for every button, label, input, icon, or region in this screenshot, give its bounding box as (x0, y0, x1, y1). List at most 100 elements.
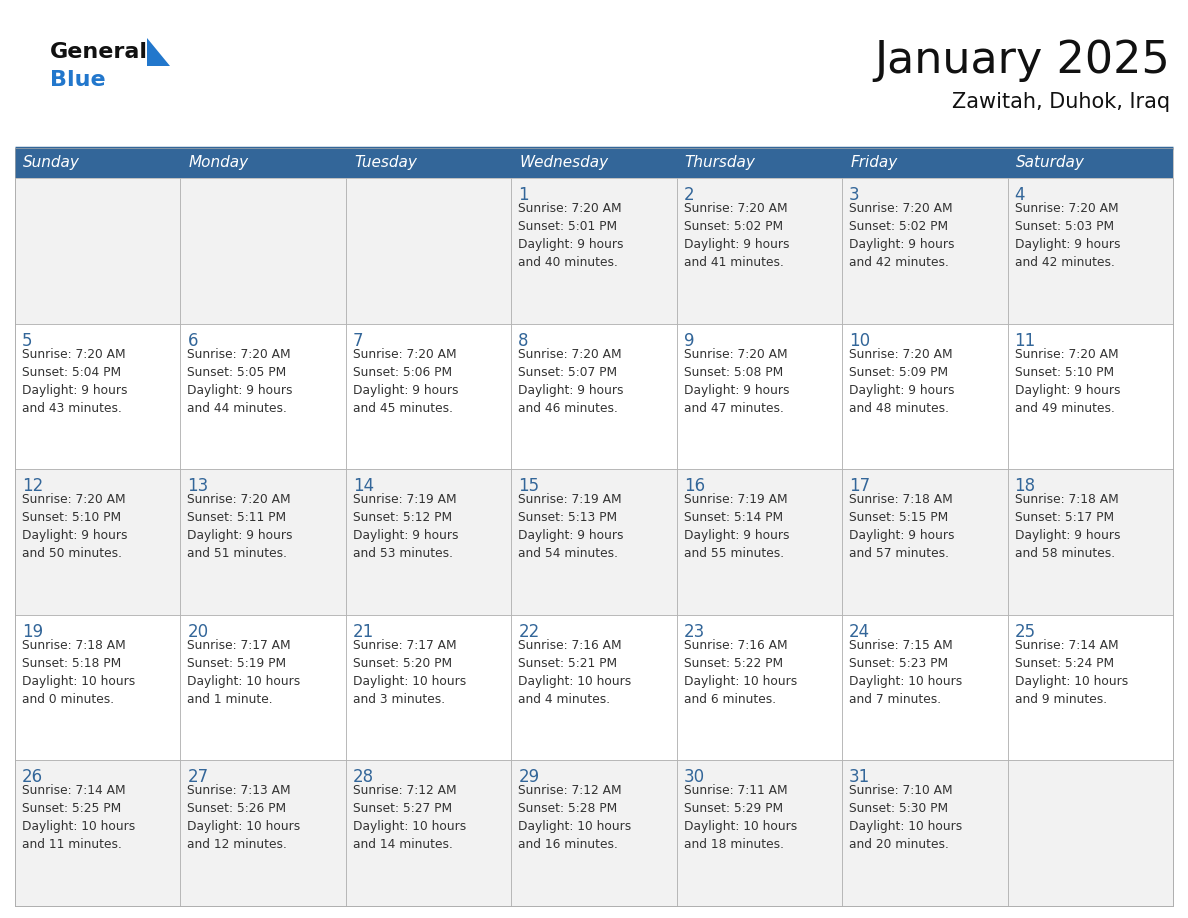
Text: Saturday: Saturday (1016, 155, 1085, 171)
Text: Blue: Blue (50, 70, 106, 90)
Bar (346, 469, 511, 615)
Text: 16: 16 (684, 477, 704, 495)
Text: Sunrise: 7:20 AM
Sunset: 5:02 PM
Daylight: 9 hours
and 42 minutes.: Sunrise: 7:20 AM Sunset: 5:02 PM Dayligh… (849, 202, 955, 269)
Text: 20: 20 (188, 622, 209, 641)
Text: Zawitah, Duhok, Iraq: Zawitah, Duhok, Iraq (952, 92, 1170, 112)
Bar (842, 324, 1007, 469)
Bar (346, 760, 511, 906)
Text: Sunrise: 7:20 AM
Sunset: 5:07 PM
Daylight: 9 hours
and 46 minutes.: Sunrise: 7:20 AM Sunset: 5:07 PM Dayligh… (518, 348, 624, 415)
Text: Friday: Friday (851, 155, 897, 171)
Bar (677, 324, 842, 469)
Text: 2: 2 (684, 186, 694, 204)
Text: Sunrise: 7:20 AM
Sunset: 5:05 PM
Daylight: 9 hours
and 44 minutes.: Sunrise: 7:20 AM Sunset: 5:05 PM Dayligh… (188, 348, 293, 415)
Bar (511, 469, 677, 615)
Text: 21: 21 (353, 622, 374, 641)
Bar (842, 178, 1007, 324)
Bar (842, 615, 1007, 760)
Bar (511, 148, 677, 178)
Text: 26: 26 (23, 768, 43, 787)
Text: 29: 29 (518, 768, 539, 787)
Text: Sunrise: 7:17 AM
Sunset: 5:19 PM
Daylight: 10 hours
and 1 minute.: Sunrise: 7:17 AM Sunset: 5:19 PM Dayligh… (188, 639, 301, 706)
Text: 1: 1 (518, 186, 529, 204)
Bar (181, 324, 346, 469)
Text: 9: 9 (684, 331, 694, 350)
Text: 10: 10 (849, 331, 871, 350)
Bar (511, 615, 677, 760)
Bar (1007, 469, 1173, 615)
Bar (15, 469, 181, 615)
Text: Sunrise: 7:16 AM
Sunset: 5:22 PM
Daylight: 10 hours
and 6 minutes.: Sunrise: 7:16 AM Sunset: 5:22 PM Dayligh… (684, 639, 797, 706)
Bar (842, 148, 1007, 178)
Text: Sunrise: 7:18 AM
Sunset: 5:17 PM
Daylight: 9 hours
and 58 minutes.: Sunrise: 7:18 AM Sunset: 5:17 PM Dayligh… (1015, 493, 1120, 560)
Text: Sunrise: 7:20 AM
Sunset: 5:09 PM
Daylight: 9 hours
and 48 minutes.: Sunrise: 7:20 AM Sunset: 5:09 PM Dayligh… (849, 348, 955, 415)
Bar (677, 178, 842, 324)
Bar (1007, 615, 1173, 760)
Bar (346, 324, 511, 469)
Text: Sunrise: 7:13 AM
Sunset: 5:26 PM
Daylight: 10 hours
and 12 minutes.: Sunrise: 7:13 AM Sunset: 5:26 PM Dayligh… (188, 784, 301, 851)
Text: Tuesday: Tuesday (354, 155, 417, 171)
Bar (511, 324, 677, 469)
Bar (1007, 148, 1173, 178)
Text: Thursday: Thursday (684, 155, 756, 171)
Text: General: General (50, 42, 148, 62)
Text: Sunrise: 7:19 AM
Sunset: 5:12 PM
Daylight: 9 hours
and 53 minutes.: Sunrise: 7:19 AM Sunset: 5:12 PM Dayligh… (353, 493, 459, 560)
Bar (677, 148, 842, 178)
Text: Sunrise: 7:20 AM
Sunset: 5:10 PM
Daylight: 9 hours
and 50 minutes.: Sunrise: 7:20 AM Sunset: 5:10 PM Dayligh… (23, 493, 127, 560)
Text: Sunrise: 7:18 AM
Sunset: 5:18 PM
Daylight: 10 hours
and 0 minutes.: Sunrise: 7:18 AM Sunset: 5:18 PM Dayligh… (23, 639, 135, 706)
Text: Sunrise: 7:20 AM
Sunset: 5:08 PM
Daylight: 9 hours
and 47 minutes.: Sunrise: 7:20 AM Sunset: 5:08 PM Dayligh… (684, 348, 789, 415)
Text: 18: 18 (1015, 477, 1036, 495)
Bar (346, 615, 511, 760)
Text: Sunrise: 7:19 AM
Sunset: 5:13 PM
Daylight: 9 hours
and 54 minutes.: Sunrise: 7:19 AM Sunset: 5:13 PM Dayligh… (518, 493, 624, 560)
Text: Sunrise: 7:20 AM
Sunset: 5:02 PM
Daylight: 9 hours
and 41 minutes.: Sunrise: 7:20 AM Sunset: 5:02 PM Dayligh… (684, 202, 789, 269)
Bar (346, 178, 511, 324)
Bar (511, 760, 677, 906)
Text: Sunrise: 7:14 AM
Sunset: 5:25 PM
Daylight: 10 hours
and 11 minutes.: Sunrise: 7:14 AM Sunset: 5:25 PM Dayligh… (23, 784, 135, 851)
Text: 13: 13 (188, 477, 209, 495)
Text: 25: 25 (1015, 622, 1036, 641)
Text: Wednesday: Wednesday (519, 155, 608, 171)
Text: 27: 27 (188, 768, 209, 787)
Text: Sunday: Sunday (23, 155, 80, 171)
Text: 23: 23 (684, 622, 704, 641)
Text: 28: 28 (353, 768, 374, 787)
Text: 17: 17 (849, 477, 871, 495)
Bar (181, 148, 346, 178)
Bar (677, 615, 842, 760)
Text: Sunrise: 7:10 AM
Sunset: 5:30 PM
Daylight: 10 hours
and 20 minutes.: Sunrise: 7:10 AM Sunset: 5:30 PM Dayligh… (849, 784, 962, 851)
Text: 8: 8 (518, 331, 529, 350)
Text: 5: 5 (23, 331, 32, 350)
Bar (15, 324, 181, 469)
Bar (346, 148, 511, 178)
Polygon shape (147, 38, 170, 66)
Text: Sunrise: 7:20 AM
Sunset: 5:10 PM
Daylight: 9 hours
and 49 minutes.: Sunrise: 7:20 AM Sunset: 5:10 PM Dayligh… (1015, 348, 1120, 415)
Text: Sunrise: 7:20 AM
Sunset: 5:06 PM
Daylight: 9 hours
and 45 minutes.: Sunrise: 7:20 AM Sunset: 5:06 PM Dayligh… (353, 348, 459, 415)
Bar (15, 760, 181, 906)
Text: 30: 30 (684, 768, 704, 787)
Bar (181, 615, 346, 760)
Bar (15, 615, 181, 760)
Text: 4: 4 (1015, 186, 1025, 204)
Text: Sunrise: 7:12 AM
Sunset: 5:28 PM
Daylight: 10 hours
and 16 minutes.: Sunrise: 7:12 AM Sunset: 5:28 PM Dayligh… (518, 784, 632, 851)
Text: Sunrise: 7:20 AM
Sunset: 5:03 PM
Daylight: 9 hours
and 42 minutes.: Sunrise: 7:20 AM Sunset: 5:03 PM Dayligh… (1015, 202, 1120, 269)
Bar (1007, 324, 1173, 469)
Text: Sunrise: 7:18 AM
Sunset: 5:15 PM
Daylight: 9 hours
and 57 minutes.: Sunrise: 7:18 AM Sunset: 5:15 PM Dayligh… (849, 493, 955, 560)
Bar (181, 760, 346, 906)
Text: Sunrise: 7:17 AM
Sunset: 5:20 PM
Daylight: 10 hours
and 3 minutes.: Sunrise: 7:17 AM Sunset: 5:20 PM Dayligh… (353, 639, 466, 706)
Bar (1007, 760, 1173, 906)
Text: 14: 14 (353, 477, 374, 495)
Text: Sunrise: 7:11 AM
Sunset: 5:29 PM
Daylight: 10 hours
and 18 minutes.: Sunrise: 7:11 AM Sunset: 5:29 PM Dayligh… (684, 784, 797, 851)
Bar (677, 469, 842, 615)
Bar (15, 148, 181, 178)
Text: 31: 31 (849, 768, 871, 787)
Bar (842, 469, 1007, 615)
Bar (842, 760, 1007, 906)
Text: Sunrise: 7:12 AM
Sunset: 5:27 PM
Daylight: 10 hours
and 14 minutes.: Sunrise: 7:12 AM Sunset: 5:27 PM Dayligh… (353, 784, 466, 851)
Bar (181, 178, 346, 324)
Text: 22: 22 (518, 622, 539, 641)
Text: 19: 19 (23, 622, 43, 641)
Text: Sunrise: 7:20 AM
Sunset: 5:11 PM
Daylight: 9 hours
and 51 minutes.: Sunrise: 7:20 AM Sunset: 5:11 PM Dayligh… (188, 493, 293, 560)
Text: 15: 15 (518, 477, 539, 495)
Text: Sunrise: 7:16 AM
Sunset: 5:21 PM
Daylight: 10 hours
and 4 minutes.: Sunrise: 7:16 AM Sunset: 5:21 PM Dayligh… (518, 639, 632, 706)
Bar (677, 760, 842, 906)
Text: Sunrise: 7:20 AM
Sunset: 5:04 PM
Daylight: 9 hours
and 43 minutes.: Sunrise: 7:20 AM Sunset: 5:04 PM Dayligh… (23, 348, 127, 415)
